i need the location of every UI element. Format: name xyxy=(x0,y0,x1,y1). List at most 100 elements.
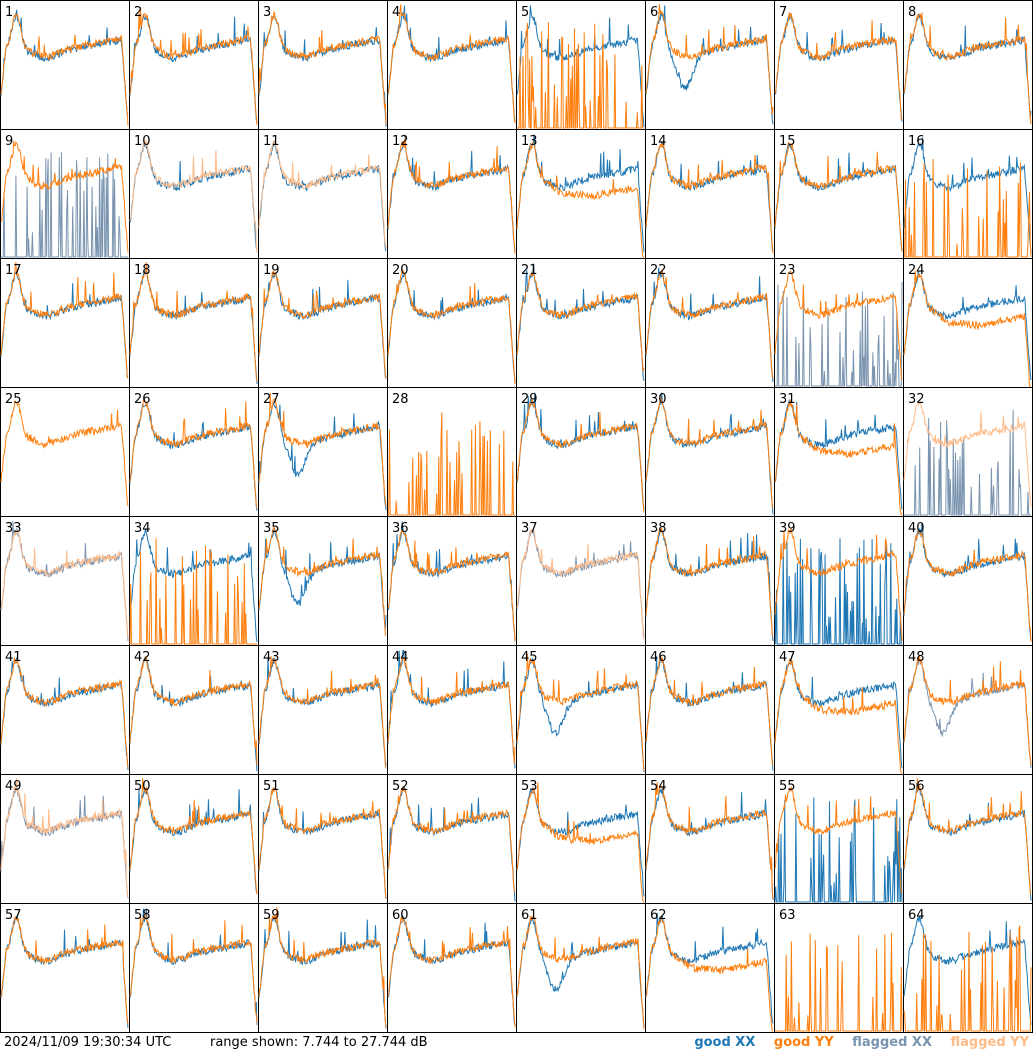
panel-8: 8 xyxy=(903,0,1033,130)
panel-label: 53 xyxy=(521,779,538,794)
panel-59: 59 xyxy=(258,903,388,1033)
panel-label: 61 xyxy=(521,908,538,923)
panel-label: 49 xyxy=(5,779,22,794)
series-yy-line xyxy=(0,778,129,899)
panel-28: 28 xyxy=(387,387,517,517)
panel-label: 27 xyxy=(263,392,280,407)
panel-19: 19 xyxy=(258,258,388,388)
series-xx-line xyxy=(775,281,903,387)
series-yy-line xyxy=(387,530,516,642)
panel-frame xyxy=(645,903,775,1033)
series-yy-line xyxy=(258,907,387,1028)
series-yy-line xyxy=(517,22,644,129)
panel-label: 33 xyxy=(5,521,22,536)
panel-label: 19 xyxy=(263,263,280,278)
series-yy-line xyxy=(0,916,129,1025)
panel-frame xyxy=(645,129,775,259)
panel-label: 24 xyxy=(908,263,925,278)
panel-label: 36 xyxy=(392,521,409,536)
panel-13: 13 xyxy=(516,129,646,259)
panel-label: 30 xyxy=(650,392,667,407)
panel-label: 22 xyxy=(650,263,667,278)
series-yy-line xyxy=(903,400,1032,508)
panel-label: 16 xyxy=(908,134,925,149)
panel-label: 35 xyxy=(263,521,280,536)
series-xx-line xyxy=(1,152,128,258)
series-yy-line xyxy=(258,656,387,769)
panel-51: 51 xyxy=(258,774,388,904)
series-yy-line xyxy=(903,530,1032,642)
panel-frame xyxy=(516,903,646,1033)
series-yy-line xyxy=(774,658,902,774)
panel-57: 57 xyxy=(0,903,130,1033)
series-yy-line xyxy=(387,137,516,255)
panel-label: 58 xyxy=(134,908,151,923)
panel-33: 33 xyxy=(0,516,130,646)
series-xx-line xyxy=(129,528,258,642)
series-yy-line xyxy=(645,4,774,115)
series-yy-line xyxy=(0,140,129,253)
series-yy-line xyxy=(774,12,903,120)
panel-label: 29 xyxy=(521,392,538,407)
panel-frame xyxy=(645,774,775,904)
panel-61: 61 xyxy=(516,903,646,1033)
series-yy-line xyxy=(388,412,515,516)
panel-6: 6 xyxy=(645,0,775,130)
series-yy-line xyxy=(129,140,258,254)
series-yy-line xyxy=(516,653,645,771)
panel-label: 64 xyxy=(908,908,925,923)
series-yy-line xyxy=(516,782,644,903)
panel-53: 53 xyxy=(516,774,646,904)
series-yy-line xyxy=(516,529,645,640)
panel-34: 34 xyxy=(129,516,259,646)
panel-label: 43 xyxy=(263,650,280,665)
panel-2: 2 xyxy=(129,0,259,130)
series-yy-line xyxy=(0,657,129,768)
panel-label: 14 xyxy=(650,134,667,149)
panel-label: 28 xyxy=(392,392,409,407)
series-yy-line xyxy=(775,932,903,1032)
legend-flagged-xx: flagged XX xyxy=(852,1035,932,1050)
legend-good-xx: good XX xyxy=(694,1035,756,1050)
panel-29: 29 xyxy=(516,387,646,517)
panel-20: 20 xyxy=(387,258,517,388)
panel-frame xyxy=(0,0,130,130)
panel-16: 16 xyxy=(903,129,1033,259)
series-yy-line xyxy=(387,269,516,384)
panel-58: 58 xyxy=(129,903,259,1033)
series-xx-line xyxy=(516,134,645,253)
panel-30: 30 xyxy=(645,387,775,517)
panel-frame xyxy=(258,516,388,646)
panel-frame xyxy=(774,0,904,130)
panel-55: 55 xyxy=(774,774,904,904)
series-yy-line xyxy=(516,398,645,513)
timestamp: 2024/11/09 19:30:34 UTC xyxy=(4,1035,172,1050)
panel-label: 52 xyxy=(392,779,409,794)
series-xx-line xyxy=(774,797,903,903)
panel-frame xyxy=(129,645,259,775)
panel-frame xyxy=(903,516,1033,646)
panel-label: 47 xyxy=(779,650,796,665)
series-yy-line xyxy=(645,397,774,509)
panel-44: 44 xyxy=(387,645,517,775)
panel-label: 3 xyxy=(263,5,271,20)
series-yy-line xyxy=(387,916,516,1028)
panel-label: 1 xyxy=(5,5,13,20)
panel-12: 12 xyxy=(387,129,517,259)
series-yy-line xyxy=(387,4,516,124)
series-yy-line xyxy=(645,270,774,379)
panel-label: 46 xyxy=(650,650,667,665)
panel-label: 4 xyxy=(392,5,400,20)
panel-frame xyxy=(516,258,646,388)
panel-frame xyxy=(387,129,517,259)
panel-label: 41 xyxy=(5,650,22,665)
series-yy-line xyxy=(387,786,516,893)
series-yy-line xyxy=(903,925,1032,1032)
series-yy-line xyxy=(0,400,129,507)
panel-frame xyxy=(774,645,904,775)
panel-15: 15 xyxy=(774,129,904,259)
series-yy-line xyxy=(129,778,258,895)
series-yy-line xyxy=(0,262,129,379)
panel-frame xyxy=(774,129,904,259)
series-yy-line xyxy=(129,398,258,509)
